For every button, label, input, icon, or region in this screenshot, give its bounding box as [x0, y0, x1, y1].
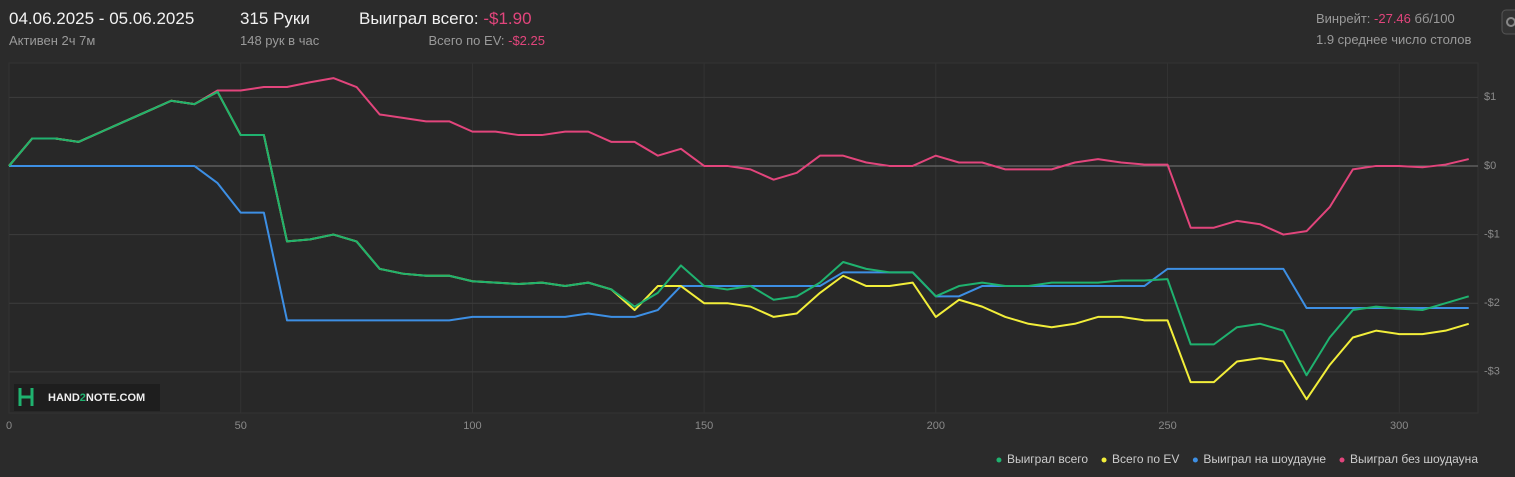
- x-tick-label: 100: [463, 420, 481, 432]
- x-tick-label: 300: [1390, 420, 1408, 432]
- winrate: Винрейт: -27.46 бб/100: [1316, 11, 1455, 26]
- legend-swatch: [996, 457, 1002, 463]
- won-value: -$1.90: [483, 9, 532, 28]
- ev-total: Всего по EV: -$2.25: [428, 33, 545, 48]
- series-line: [9, 164, 1469, 322]
- legend-swatch: [1339, 457, 1345, 463]
- settings-icon[interactable]: [1501, 9, 1515, 35]
- y-tick-label: -$2: [1484, 297, 1500, 309]
- ev-value: -$2.25: [508, 33, 545, 48]
- watermark-part: NOTE.COM: [86, 392, 145, 404]
- won-label: Выиграл всего:: [359, 9, 479, 28]
- tables: 1.9 среднее число столов: [1316, 32, 1472, 47]
- y-tick-label: -$3: [1484, 366, 1500, 378]
- winrate-label: Винрейт:: [1316, 11, 1371, 26]
- watermark-part: 2: [80, 392, 86, 404]
- watermark: HAND2NOTE.COM: [14, 384, 160, 411]
- series-line: [8, 77, 1469, 236]
- winrate-value: -27.46: [1374, 11, 1411, 26]
- x-tick-label: 250: [1158, 420, 1176, 432]
- legend-label: Выиграл на шоудауне: [1203, 452, 1326, 466]
- legend-swatch: [1192, 457, 1198, 463]
- ev-label: Всего по EV:: [428, 33, 505, 48]
- watermark-part: HAND: [48, 392, 80, 404]
- y-tick-label: $1: [1484, 91, 1496, 103]
- watermark-text: HAND2NOTE.COM: [48, 392, 145, 404]
- x-tick-label: 0: [6, 420, 12, 432]
- x-tick-label: 150: [695, 420, 713, 432]
- date-range: 04.06.2025 - 05.06.2025: [9, 9, 195, 28]
- legend-label: Выиграл всего: [1007, 452, 1088, 466]
- plot-area: [8, 62, 1479, 414]
- winrate-unit: бб/100: [1414, 11, 1455, 26]
- legend-label: Всего по EV: [1112, 452, 1179, 466]
- hands: 315 Руки: [240, 9, 310, 28]
- y-tick-label: $0: [1484, 160, 1496, 172]
- x-tick-label: 50: [235, 420, 247, 432]
- legend-label: Выиграл без шоудауна: [1350, 452, 1478, 466]
- hands-per-hour: 148 рук в час: [240, 33, 320, 48]
- active-time: Активен 2ч 7м: [9, 33, 96, 48]
- x-tick-label: 200: [927, 420, 945, 432]
- won-total: Выиграл всего: -$1.90: [359, 9, 532, 29]
- legend: Выиграл без шоудауна Выиграл на шоудауне В…: [996, 452, 1478, 466]
- series-line: [8, 90, 1470, 377]
- y-tick-label: -$1: [1484, 228, 1500, 240]
- legend-swatch: [1101, 457, 1107, 463]
